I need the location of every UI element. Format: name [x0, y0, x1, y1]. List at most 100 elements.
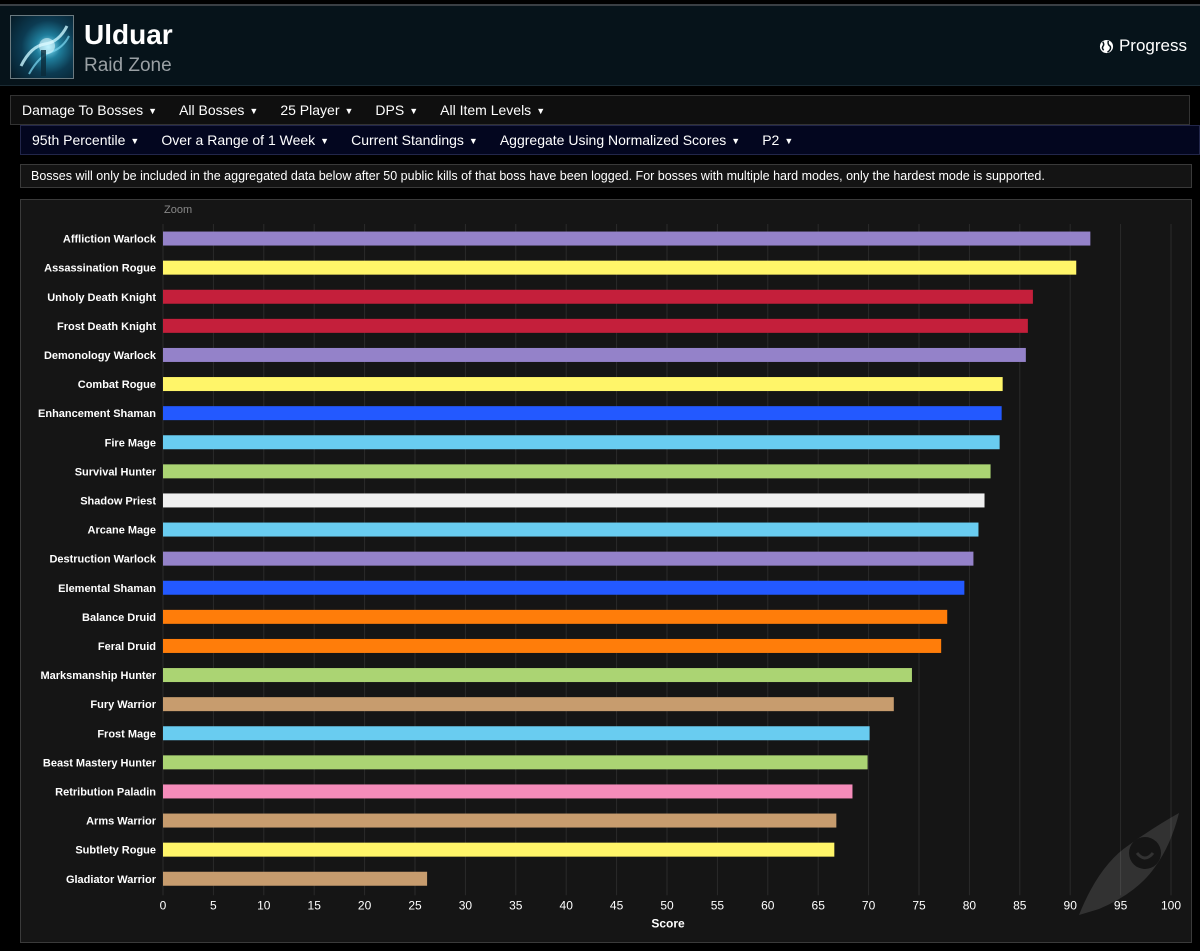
x-tick-label: 10 — [257, 898, 271, 912]
category-label: Marksmanship Hunter — [40, 670, 156, 682]
zone-header: Ulduar Raid Zone Progress — [0, 6, 1200, 86]
page-subtitle: Raid Zone — [84, 55, 172, 76]
category-label: Unholy Death Knight — [47, 292, 156, 304]
x-tick-label: 100 — [1161, 898, 1181, 912]
x-tick-label: 40 — [560, 898, 574, 912]
filter-ilvl-dropdown[interactable]: All Item Levels ▼ — [440, 102, 546, 118]
x-axis-title: Score — [651, 916, 685, 930]
category-label: Combat Rogue — [78, 379, 156, 391]
category-label: Affliction Warlock — [63, 234, 157, 246]
x-tick-label: 15 — [308, 898, 322, 912]
globe-icon — [1099, 39, 1114, 53]
category-label: Frost Death Knight — [57, 321, 156, 333]
filter-size-dropdown[interactable]: 25 Player ▼ — [280, 102, 354, 118]
caret-down-icon: ▼ — [731, 136, 741, 147]
bar — [163, 580, 965, 595]
bar — [163, 493, 985, 508]
x-tick-label: 20 — [358, 898, 372, 912]
x-tick-label: 50 — [660, 898, 674, 912]
x-tick-label: 80 — [963, 898, 977, 912]
bar — [163, 318, 1028, 333]
bar — [163, 697, 894, 712]
caret-down-icon: ▼ — [409, 106, 419, 117]
category-label: Destruction Warlock — [49, 554, 156, 566]
x-tick-label: 70 — [862, 898, 876, 912]
filter-standings-dropdown[interactable]: Current Standings ▼ — [351, 132, 478, 148]
zoom-label[interactable]: Zoom — [164, 204, 193, 216]
category-label: Elemental Shaman — [58, 583, 156, 595]
caret-down-icon: ▼ — [249, 106, 259, 117]
category-label: Fury Warrior — [90, 699, 156, 711]
caret-down-icon: ▼ — [784, 136, 794, 147]
progress-link[interactable]: Progress — [1099, 36, 1187, 56]
category-label: Feral Druid — [98, 641, 156, 653]
category-label: Retribution Paladin — [55, 786, 156, 798]
x-tick-label: 95 — [1114, 898, 1128, 912]
caret-down-icon: ▼ — [468, 136, 478, 147]
caret-down-icon: ▼ — [130, 136, 140, 147]
x-tick-label: 60 — [761, 898, 775, 912]
filter-metric-dropdown[interactable]: Damage To Bosses ▼ — [22, 102, 158, 118]
bar — [163, 638, 942, 653]
category-label: Fire Mage — [105, 437, 156, 449]
filter-role-dropdown[interactable]: DPS ▼ — [375, 102, 419, 118]
bar — [163, 842, 835, 857]
bar — [163, 260, 1077, 275]
category-label: Shadow Priest — [80, 495, 156, 507]
category-label: Beast Mastery Hunter — [43, 757, 157, 769]
top-border — [0, 4, 1200, 6]
bar — [163, 522, 979, 537]
progress-label: Progress — [1118, 36, 1187, 55]
zone-icon — [10, 15, 74, 79]
category-label: Gladiator Warrior — [66, 874, 157, 886]
bar — [163, 377, 1003, 392]
x-tick-label: 65 — [812, 898, 826, 912]
x-tick-label: 45 — [610, 898, 624, 912]
category-label: Arms Warrior — [86, 816, 157, 828]
bar — [163, 813, 837, 828]
bar — [163, 871, 428, 886]
x-tick-label: 90 — [1064, 898, 1078, 912]
notice-banner: Bosses will only be included in the aggr… — [20, 164, 1192, 188]
category-label: Assassination Rogue — [44, 263, 156, 275]
x-tick-label: 35 — [509, 898, 523, 912]
bar — [163, 551, 974, 566]
bar — [163, 784, 853, 799]
category-label: Demonology Warlock — [44, 350, 157, 362]
bar — [163, 755, 868, 770]
x-tick-label: 0 — [160, 898, 167, 912]
filter-phase-dropdown[interactable]: P2 ▼ — [762, 132, 794, 148]
caret-down-icon: ▼ — [536, 106, 546, 117]
x-tick-label: 5 — [210, 898, 217, 912]
bar — [163, 726, 870, 741]
caret-down-icon: ▼ — [320, 136, 330, 147]
filter-percentile-dropdown[interactable]: 95th Percentile ▼ — [32, 132, 140, 148]
filter-aggregate-dropdown[interactable]: Aggregate Using Normalized Scores ▼ — [499, 132, 741, 148]
x-tick-label: 30 — [459, 898, 473, 912]
x-tick-label: 85 — [1013, 898, 1027, 912]
caret-down-icon: ▼ — [344, 106, 354, 117]
x-tick-label: 25 — [408, 898, 422, 912]
logo-watermark-icon — [1079, 813, 1179, 915]
filter-bar-secondary: 95th Percentile ▼ Over a Range of 1 Week ▼… — [20, 125, 1200, 155]
filter-bar-primary: Damage To Bosses ▼ All Bosses ▼ 25 Player ▼… — [10, 95, 1190, 125]
page-title: Ulduar — [84, 19, 173, 50]
category-label: Frost Mage — [97, 728, 156, 740]
bar — [163, 289, 1033, 304]
category-label: Survival Hunter — [75, 466, 157, 478]
bar — [163, 668, 912, 683]
category-label: Enhancement Shaman — [38, 408, 156, 420]
bar — [163, 435, 1000, 450]
filter-boss-dropdown[interactable]: All Bosses ▼ — [179, 102, 259, 118]
bar — [163, 464, 991, 479]
bar — [163, 231, 1091, 246]
bar — [163, 406, 1002, 421]
x-tick-label: 55 — [711, 898, 725, 912]
bar — [163, 609, 948, 624]
caret-down-icon: ▼ — [148, 106, 158, 117]
bar — [163, 347, 1026, 362]
category-label: Arcane Mage — [88, 525, 156, 537]
bar-chart: 0 5 10 15 20 25 30 35 40 45 50 55 60 65 70 75 80 85 90 95 10… — [38, 224, 1181, 930]
category-label: Subtlety Rogue — [75, 845, 156, 857]
filter-range-dropdown[interactable]: Over a Range of 1 Week ▼ — [161, 132, 330, 148]
